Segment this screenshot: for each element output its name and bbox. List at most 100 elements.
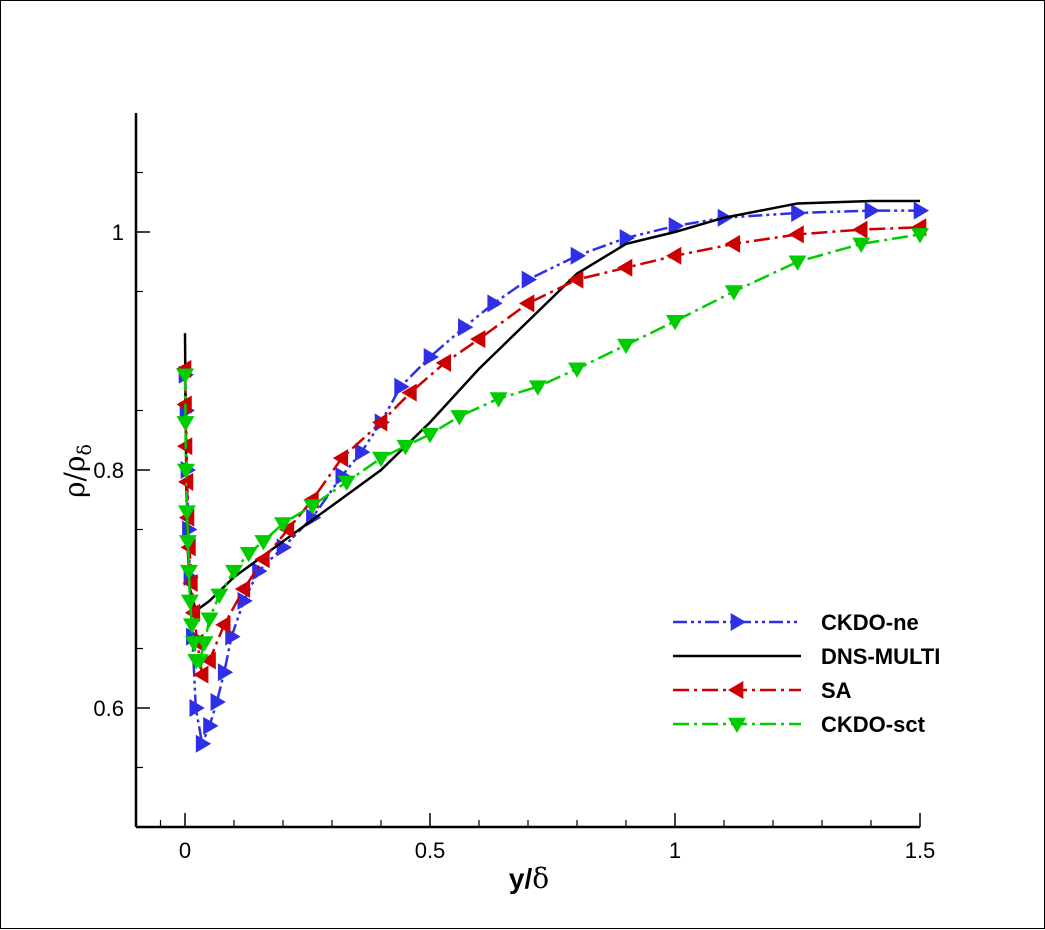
data-point — [225, 564, 243, 581]
data-point — [568, 362, 586, 378]
legend-label: SA — [821, 678, 852, 703]
data-point — [278, 520, 295, 539]
data-point — [911, 228, 929, 244]
data-point — [489, 392, 508, 408]
x-tick-label: 1.5 — [905, 838, 936, 863]
y-axis-title: ρ/ρδ — [58, 444, 96, 498]
data-point — [180, 594, 199, 610]
data-point — [215, 615, 231, 634]
data-point — [458, 318, 474, 337]
y-axis-title-sub: δ — [74, 444, 96, 455]
legend: CKDO-ne DNS-MULTI SA CKDO-sct — [673, 610, 940, 737]
y-axis-title-main: ρ/ρ — [58, 456, 91, 498]
data-point — [182, 520, 198, 539]
data-point — [203, 716, 219, 735]
data-point — [252, 562, 268, 581]
y-tick-label: 1 — [112, 220, 124, 245]
data-point — [791, 203, 807, 222]
series-CKDO-sct — [176, 228, 929, 670]
data-point — [176, 416, 195, 432]
series-DNS-MULTI — [183, 199, 920, 610]
data-point — [396, 439, 415, 456]
data-point — [487, 294, 503, 313]
data-point — [570, 246, 586, 265]
data-point — [303, 499, 322, 515]
data-point — [528, 380, 547, 396]
series-line — [183, 225, 921, 679]
data-point — [234, 580, 251, 598]
data-point — [401, 383, 417, 402]
data-point — [617, 338, 635, 355]
x-axis-title: y/δ — [509, 862, 549, 895]
data-point — [182, 618, 201, 634]
x-axis-title-symbol: δ — [532, 862, 549, 895]
data-point — [190, 654, 209, 670]
data-point — [372, 413, 388, 432]
axes: 0 0.5 1 1.5 0.6 0.8 1 — [93, 113, 935, 863]
x-tick-label: 0 — [179, 838, 191, 863]
data-point — [864, 201, 880, 220]
legend-marker — [730, 613, 746, 631]
data-point — [237, 591, 253, 610]
data-point — [178, 535, 197, 551]
data-point — [210, 588, 229, 604]
data-point — [435, 353, 451, 372]
x-tick-label: 0.5 — [415, 838, 446, 863]
x-tick-label: 1 — [669, 838, 681, 863]
data-point — [355, 443, 371, 462]
data-point — [619, 228, 635, 247]
data-point — [200, 651, 216, 670]
data-point — [176, 368, 194, 384]
data-point — [195, 734, 212, 753]
data-point — [332, 449, 349, 468]
x-axis-title-main: y/ — [509, 863, 533, 894]
data-point — [193, 665, 209, 684]
data-point — [617, 258, 633, 277]
data-point — [788, 225, 804, 244]
data-point — [521, 270, 537, 289]
y-tick-label: 0.8 — [93, 458, 124, 483]
legend-label: DNS-MULTI — [821, 644, 940, 669]
data-point — [394, 377, 410, 396]
series-SA — [176, 218, 927, 684]
data-point — [450, 410, 469, 426]
data-point — [724, 285, 743, 301]
series-line — [183, 199, 920, 610]
data-point — [184, 603, 201, 622]
data-point — [788, 255, 807, 271]
data-point — [421, 428, 439, 444]
data-point — [177, 505, 196, 521]
data-point — [423, 347, 439, 366]
data-point — [852, 237, 871, 253]
data-point — [913, 201, 929, 220]
data-point — [217, 663, 234, 682]
data-point — [724, 234, 741, 253]
plot-area — [176, 199, 929, 753]
legend-label: CKDO-ne — [821, 610, 919, 635]
data-point — [179, 564, 198, 581]
data-point — [200, 612, 219, 628]
data-point — [852, 220, 868, 239]
data-point — [254, 535, 273, 551]
series-CKDO-ne — [178, 201, 929, 753]
data-point — [177, 472, 194, 491]
legend-label: CKDO-sct — [821, 712, 926, 737]
data-point — [189, 699, 205, 717]
data-point — [519, 294, 535, 313]
data-point — [666, 246, 682, 265]
data-point — [274, 517, 292, 533]
data-point — [372, 451, 390, 468]
data-point — [176, 463, 195, 479]
data-point — [195, 636, 214, 652]
data-point — [668, 217, 684, 236]
data-point — [254, 550, 270, 569]
data-point — [210, 693, 226, 712]
legend-marker — [728, 681, 744, 699]
legend-marker — [728, 717, 746, 733]
data-point — [337, 475, 356, 491]
data-point — [470, 330, 486, 349]
y-tick-label: 0.6 — [93, 696, 124, 721]
data-point — [666, 314, 684, 331]
